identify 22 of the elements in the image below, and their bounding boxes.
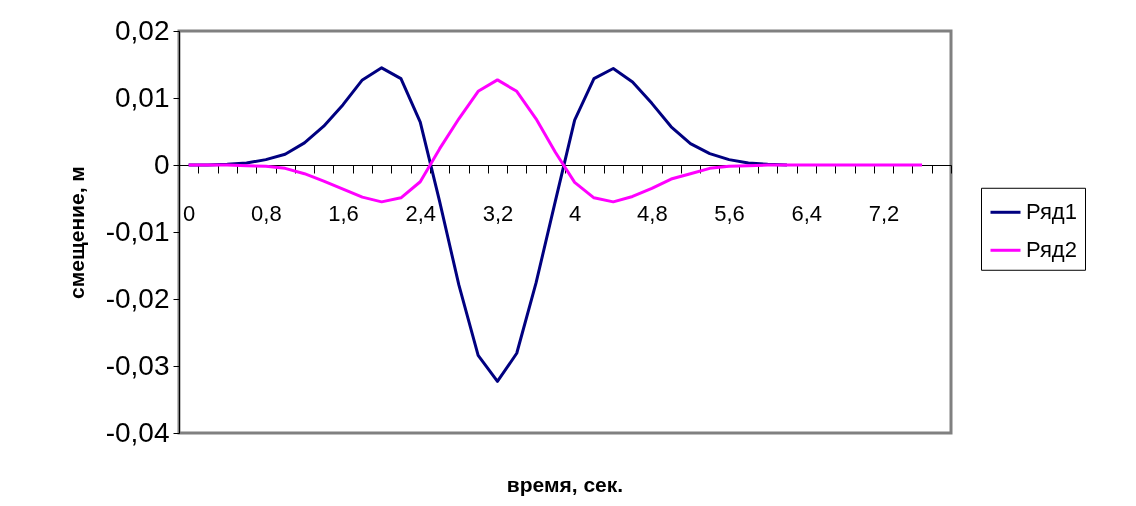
x-tick-label: 2,4 [405, 200, 437, 226]
y-tick-label: -0,01 [105, 215, 170, 247]
x-tick-label: 0,8 [251, 200, 282, 226]
x-tick-label: 3,2 [482, 200, 514, 226]
x-tick-label: 5,6 [714, 200, 745, 226]
y-tick-label: -0,03 [105, 349, 170, 381]
x-axis-title: время, сек. [506, 473, 624, 496]
y-axis-title: смещение, м [64, 166, 88, 299]
x-tick-label: 0 [183, 200, 196, 226]
y-tick-label: -0,04 [105, 416, 170, 448]
legend-label: Ряд1 [1026, 199, 1077, 225]
x-tick-label: 1,6 [328, 200, 359, 226]
x-tick-label: 7,2 [868, 200, 900, 226]
x-tick-label: 4,8 [637, 200, 668, 226]
x-tick-label: 6,4 [791, 200, 823, 226]
y-tick-label: 0 [153, 148, 170, 180]
x-tick-label: 4 [569, 200, 582, 226]
y-tick-label: 0,01 [115, 81, 170, 113]
legend-label: Ряд2 [1026, 237, 1077, 263]
y-tick-label: -0,02 [105, 282, 170, 314]
line-series [187, 78, 924, 204]
y-tick-label: 0,02 [115, 14, 170, 46]
